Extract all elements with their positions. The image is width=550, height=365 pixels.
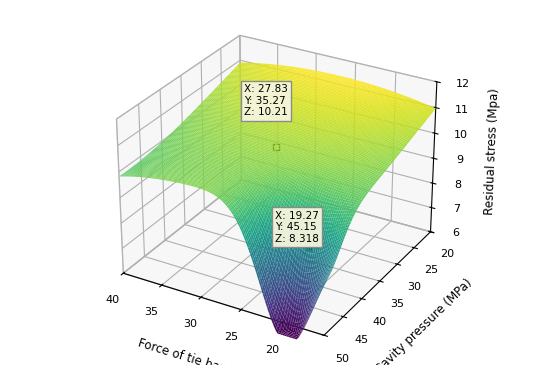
X-axis label: Force of tie bar (KN): Force of tie bar (KN) (136, 336, 253, 365)
Y-axis label: Cavity pressure (MPa): Cavity pressure (MPa) (372, 277, 474, 365)
